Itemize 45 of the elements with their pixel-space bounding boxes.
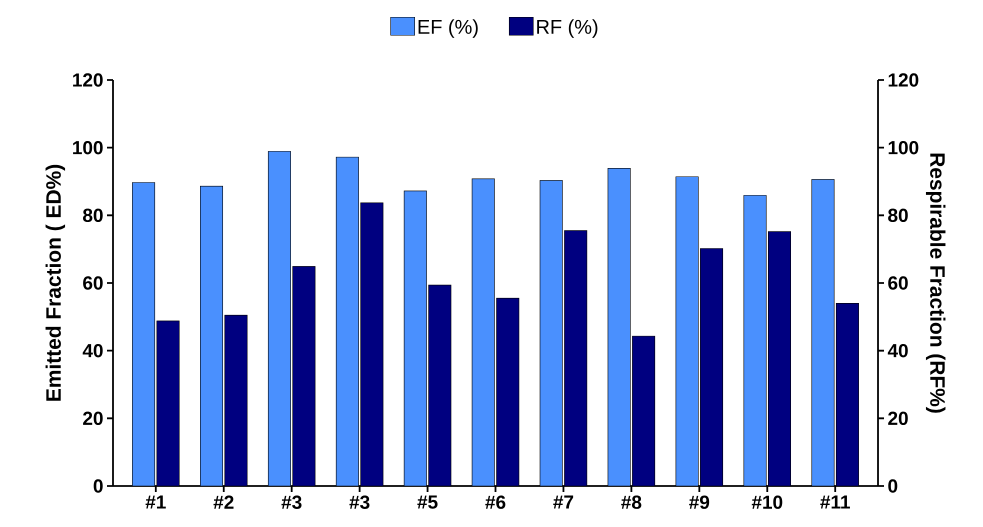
bar (632, 336, 656, 486)
x-tick-label: #1 (146, 496, 166, 509)
x-tick-label: #2 (214, 496, 234, 509)
y2-tick-label: 20 (888, 412, 908, 426)
y2-tick-label: 40 (888, 344, 908, 358)
bar (156, 320, 180, 486)
bar (496, 298, 520, 486)
y2-axis-title: Respirable Fraction (RF%) (926, 154, 946, 413)
legend-label: EF (%) (418, 19, 478, 38)
bar (268, 151, 291, 486)
x-tick-label: #7 (553, 496, 574, 509)
bar (811, 179, 834, 486)
bar (404, 190, 427, 486)
y-tick-label: 100 (73, 140, 103, 154)
y-tick-label: 0 (94, 479, 103, 493)
y-tick-label: 120 (73, 73, 103, 87)
y2-tick-label: 100 (888, 140, 918, 154)
legend-label: RF (%) (537, 19, 598, 38)
y2-tick-label: 120 (888, 73, 918, 87)
y2-tick-label: 0 (888, 479, 898, 493)
x-tick-label: #6 (485, 496, 506, 509)
y-tick-label: 60 (83, 276, 103, 290)
bar (564, 230, 588, 486)
bar (472, 178, 495, 486)
y-axis-title: Emitted Fraction ( ED%) (46, 164, 66, 401)
y-tick-label: 80 (83, 208, 103, 222)
x-tick-label: #10 (752, 496, 782, 509)
bar (700, 248, 724, 486)
x-tick-label: #5 (417, 496, 438, 509)
y-tick-label: 40 (82, 344, 103, 358)
bar (744, 195, 767, 486)
bar (336, 156, 359, 486)
bar (608, 168, 631, 486)
x-tick-label: #9 (689, 496, 710, 509)
x-tick-label: #11 (820, 496, 850, 509)
bar (224, 314, 248, 486)
y2-tick-label: 80 (888, 208, 908, 222)
bar (200, 186, 224, 486)
x-tick-label: #8 (621, 496, 642, 509)
bar (836, 303, 859, 486)
x-tick-label: #3 (281, 496, 302, 509)
y-tick-label: 20 (83, 412, 103, 426)
bar (768, 231, 792, 486)
y2-tick-label: 60 (888, 276, 908, 290)
x-tick-label: #3 (349, 496, 370, 509)
